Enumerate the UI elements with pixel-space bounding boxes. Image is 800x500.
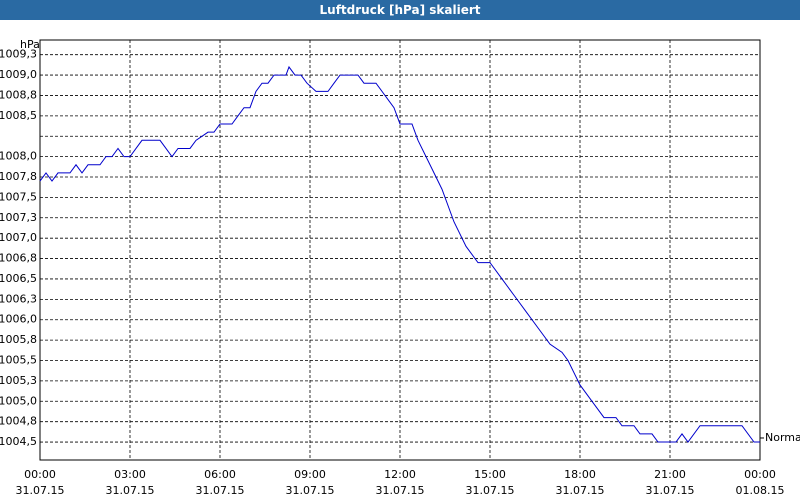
x-tick-label: 03:00 <box>114 468 146 481</box>
y-unit: hPa <box>20 38 40 51</box>
x-tick-label: 21:00 <box>654 468 686 481</box>
y-tick-label: 1008,0 <box>0 150 37 163</box>
y-tick-label: 1009,3 <box>0 48 37 61</box>
x-tick-label: 18:00 <box>564 468 596 481</box>
y-tick-label: 1009,0 <box>0 68 37 81</box>
y-tick-label: 1005,3 <box>0 374 37 387</box>
chart-title: Luftdruck [hPa] skaliert <box>0 0 800 20</box>
y-tick-label: 1006,3 <box>0 292 37 305</box>
y-tick-label: 1007,0 <box>0 231 37 244</box>
x-tick-date: 31.07.15 <box>646 484 695 497</box>
y-tick-label: 1007,3 <box>0 211 37 224</box>
y-tick-label: 1006,8 <box>0 252 37 265</box>
x-tick-label: 12:00 <box>384 468 416 481</box>
x-tick-date: 31.07.15 <box>106 484 155 497</box>
x-tick-date: 31.07.15 <box>16 484 65 497</box>
x-tick-label: 06:00 <box>204 468 236 481</box>
x-tick-label: 00:00 <box>744 468 776 481</box>
x-tick-label: 00:00 <box>24 468 56 481</box>
x-tick-date: 31.07.15 <box>196 484 245 497</box>
y-tick-label: 1007,5 <box>0 190 37 203</box>
x-tick-label: 15:00 <box>474 468 506 481</box>
y-tick-label: 1007,8 <box>0 170 37 183</box>
y-tick-label: 1006,5 <box>0 272 37 285</box>
x-tick-label: 09:00 <box>294 468 326 481</box>
x-tick-date: 31.07.15 <box>466 484 515 497</box>
y-tick-label: 1005,0 <box>0 394 37 407</box>
y-tick-label: 1005,8 <box>0 333 37 346</box>
y-tick-label: 1008,5 <box>0 109 37 122</box>
chart: hPa 1004,5 1004,8 1005,0 1005,3 1005,5 1005,8… <box>0 38 800 497</box>
reference-label: Normal <box>765 431 800 444</box>
x-tick-date: 31.07.15 <box>376 484 425 497</box>
x-tick-date: 01.08.15 <box>736 484 785 497</box>
y-tick-label: 1004,8 <box>0 415 37 428</box>
y-tick-label: 1008,8 <box>0 88 37 101</box>
y-tick-label: 1006,0 <box>0 313 37 326</box>
y-tick-label: 1005,5 <box>0 354 37 367</box>
x-tick-date: 31.07.15 <box>556 484 605 497</box>
x-tick-date: 31.07.15 <box>286 484 335 497</box>
data-line <box>39 65 760 443</box>
y-tick-label: 1004,5 <box>0 435 37 448</box>
